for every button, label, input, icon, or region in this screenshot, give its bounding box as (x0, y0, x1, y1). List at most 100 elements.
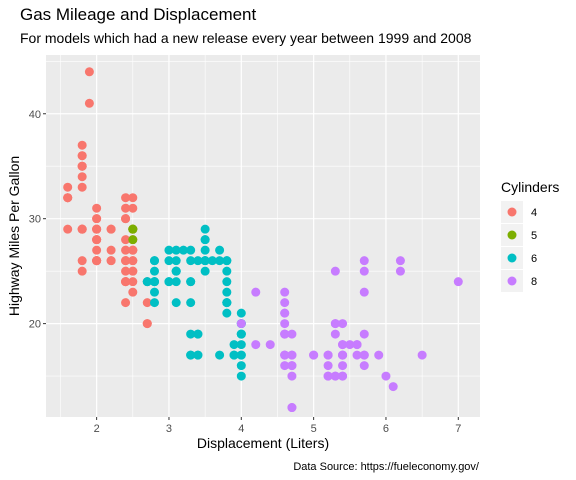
data-point (338, 371, 348, 381)
data-point (222, 266, 232, 276)
data-point (381, 371, 391, 381)
data-point (338, 340, 348, 350)
data-point (251, 287, 261, 297)
data-point (359, 287, 369, 297)
chart-title: Gas Mileage and Displacement (20, 5, 257, 24)
data-point (121, 266, 131, 276)
y-axis: 20 30 40 (29, 109, 46, 331)
x-tick-label: 5 (311, 423, 317, 435)
data-point (128, 235, 138, 245)
data-point (171, 256, 181, 266)
data-point (236, 340, 246, 350)
data-point (92, 256, 102, 266)
data-point (121, 235, 131, 245)
data-point (128, 256, 138, 266)
data-point (236, 308, 246, 318)
data-points (63, 67, 463, 413)
data-point (236, 361, 246, 371)
data-point (77, 151, 87, 161)
data-point (352, 350, 362, 360)
data-point (215, 350, 225, 360)
data-point (280, 319, 290, 329)
legend-label: 4 (531, 207, 537, 219)
series-8 (236, 256, 463, 413)
data-point (186, 245, 196, 255)
y-axis-title: Highway Miles Per Gallon (6, 156, 22, 316)
data-point (186, 329, 196, 339)
data-point (200, 245, 210, 255)
data-point (417, 350, 427, 360)
data-point (359, 329, 369, 339)
data-point (186, 350, 196, 360)
data-point (84, 98, 94, 108)
data-point (121, 298, 131, 308)
legend: Cylinders 4 5 6 8 (501, 179, 559, 292)
data-point (77, 161, 87, 171)
data-point (84, 67, 94, 77)
data-point (63, 224, 73, 234)
data-point (128, 277, 138, 287)
data-point (121, 214, 131, 224)
data-point (193, 329, 203, 339)
data-point (106, 224, 116, 234)
data-point (128, 245, 138, 255)
data-point (359, 266, 369, 276)
data-point (193, 350, 203, 360)
data-point (280, 298, 290, 308)
data-point (323, 361, 333, 371)
data-point (215, 245, 225, 255)
data-point (186, 277, 196, 287)
data-point (338, 361, 348, 371)
data-point (128, 203, 138, 213)
legend-label: 8 (531, 276, 537, 288)
data-point (352, 340, 362, 350)
legend-items: 4 5 6 8 (501, 201, 537, 292)
data-point (121, 277, 131, 287)
data-point (128, 266, 138, 276)
y-tick-label: 30 (29, 214, 41, 226)
data-point (121, 203, 131, 213)
data-point (330, 371, 340, 381)
x-axis-title: Displacement (Liters) (197, 435, 329, 451)
data-point (142, 298, 152, 308)
data-point (374, 350, 384, 360)
data-point (200, 235, 210, 245)
chart-subtitle: For models which had a new release every… (20, 30, 472, 46)
data-point (229, 350, 239, 360)
data-point (150, 277, 159, 287)
data-point (388, 382, 398, 392)
data-point (222, 287, 232, 297)
data-point (186, 298, 196, 308)
legend-label: 5 (531, 230, 537, 242)
data-point (128, 224, 138, 234)
data-point (265, 340, 275, 350)
legend-label: 6 (531, 253, 537, 265)
y-tick-label: 40 (29, 109, 41, 121)
data-point (330, 266, 340, 276)
data-point (77, 172, 87, 182)
data-point (171, 245, 181, 255)
data-point (280, 329, 290, 339)
data-point (186, 256, 196, 266)
data-point (236, 319, 246, 329)
data-point (164, 277, 174, 287)
data-point (121, 245, 131, 255)
data-point (171, 298, 181, 308)
data-point (150, 298, 159, 308)
data-point (200, 224, 210, 234)
data-point (92, 214, 102, 224)
data-point (121, 193, 131, 203)
legend-swatch (507, 230, 517, 240)
data-point (280, 350, 290, 360)
data-point (287, 403, 297, 413)
data-point (359, 361, 369, 371)
data-point (330, 329, 340, 339)
data-point (222, 298, 232, 308)
data-point (287, 350, 297, 360)
data-point (63, 193, 73, 203)
y-tick-label: 20 (29, 319, 41, 331)
data-point (150, 256, 159, 266)
data-point (207, 256, 217, 266)
data-point (92, 245, 102, 255)
